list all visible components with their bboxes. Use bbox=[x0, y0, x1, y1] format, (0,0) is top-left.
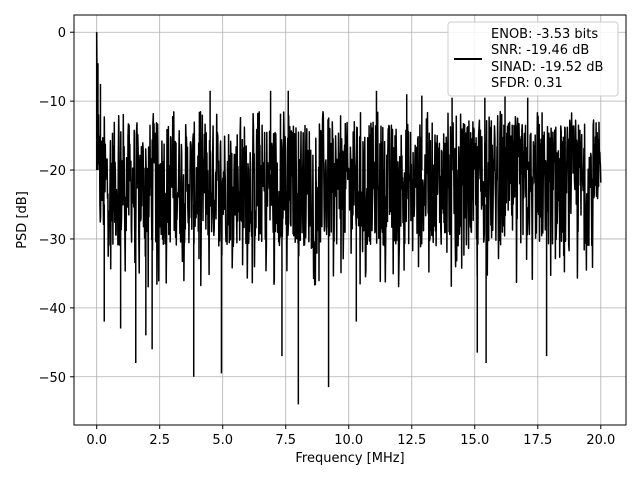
legend-line-enob: ENOB: -3.53 bits bbox=[491, 27, 598, 42]
y-tick-label: 0 bbox=[58, 26, 66, 41]
x-tick-label: 0.0 bbox=[86, 433, 107, 448]
x-tick-label: 5.0 bbox=[212, 433, 233, 448]
psd-series bbox=[95, 32, 602, 405]
x-tick-label: 15.0 bbox=[460, 433, 489, 448]
x-axis-ticks: 0.0 2.5 5.0 7.5 10.0 12.5 15.0 17.5 20.0 bbox=[86, 425, 615, 448]
legend-line-sfdr: SFDR: 0.31 bbox=[491, 76, 563, 91]
x-tick-label: 20.0 bbox=[586, 433, 615, 448]
legend-line-sinad: SINAD: -19.52 dB bbox=[491, 60, 603, 75]
x-tick-label: 10.0 bbox=[334, 433, 363, 448]
y-axis-label: PSD [dB] bbox=[15, 191, 30, 249]
y-tick-label: −10 bbox=[39, 95, 66, 110]
x-axis-label: Frequency [MHz] bbox=[295, 451, 404, 466]
x-tick-label: 7.5 bbox=[275, 433, 296, 448]
x-tick-label: 17.5 bbox=[523, 433, 552, 448]
legend: ENOB: -3.53 bits SNR: -19.46 dB SINAD: -… bbox=[447, 21, 619, 97]
x-tick-label: 12.5 bbox=[397, 433, 426, 448]
y-tick-label: −50 bbox=[39, 371, 66, 386]
psd-trace bbox=[95, 32, 602, 288]
legend-box bbox=[447, 21, 619, 97]
legend-line-snr: SNR: -19.46 dB bbox=[491, 43, 589, 58]
y-tick-label: −20 bbox=[39, 164, 66, 179]
y-axis-ticks: 0 −10 −20 −30 −40 −50 bbox=[39, 26, 74, 386]
x-tick-label: 2.5 bbox=[149, 433, 170, 448]
y-tick-label: −40 bbox=[39, 302, 66, 317]
plot-frame bbox=[73, 14, 627, 426]
y-tick-label: −30 bbox=[39, 233, 66, 248]
